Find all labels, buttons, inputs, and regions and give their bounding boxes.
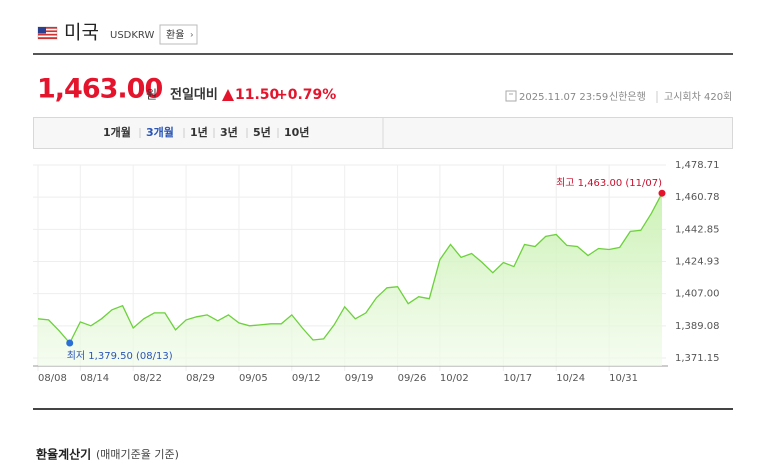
chevron: › (190, 31, 194, 41)
line (37, 192, 663, 345)
title: 미국 (64, 22, 99, 44)
button[interactable]: 환율 (166, 29, 184, 41)
tab[interactable]: 10년 (284, 125, 309, 139)
x-tick-label: 08/08 (38, 373, 67, 384)
clock-icon (505, 90, 517, 102)
price: 1,463.00 (37, 74, 162, 105)
y-tick-label: 1,389.08 (675, 321, 720, 332)
round: 고시회차 420회 (664, 91, 732, 103)
calc-title: 환율계산기 (36, 447, 91, 462)
x-tick-label: 10/31 (609, 373, 638, 384)
max-point (658, 189, 666, 197)
button-frame[interactable] (159, 24, 198, 45)
y-tick-label: 1,371.15 (675, 353, 720, 364)
x-tick-label: 10/17 (503, 373, 532, 384)
y-tick-label: 1,424.93 (675, 257, 720, 268)
tab[interactable]: 3개월 (146, 125, 174, 139)
y-tick-label: 1,407.00 (675, 289, 720, 300)
tab[interactable]: 3년 (220, 125, 238, 139)
area (38, 193, 662, 366)
y-tick-label: 1,478.71 (675, 160, 720, 171)
min-label: 최저 1,379.50 (08/13) (67, 350, 173, 362)
calc-note: (매매기준율 기준) (96, 448, 179, 461)
x-tick-label: 09/19 (345, 373, 374, 384)
unit: 원 (146, 88, 157, 102)
change: 11.50 (235, 87, 280, 103)
y-tick-label: 1,442.85 (675, 224, 720, 235)
x-tick-label: 08/29 (186, 373, 215, 384)
datetime: 2025.11.07 23:59 (519, 92, 608, 103)
x-tick-label: 10/24 (556, 373, 585, 384)
tab[interactable]: 1개월 (103, 125, 131, 139)
tab[interactable]: 1년 (190, 125, 208, 139)
y-tick-label: 1,460.78 (675, 192, 720, 203)
code: USDKRW (110, 30, 154, 41)
change-label: 전일대비 (170, 87, 218, 103)
x-tick-label: 08/14 (80, 373, 109, 384)
bank: 신한은행 (609, 91, 646, 103)
x-tick-label: 10/02 (440, 373, 469, 384)
x-tick-label: 09/26 (398, 373, 427, 384)
x-tick-label: 08/22 (133, 373, 162, 384)
up-icon (222, 89, 234, 101)
x-tick-label: 09/12 (292, 373, 321, 384)
x-tick-label: 09/05 (239, 373, 268, 384)
tab[interactable]: 5년 (253, 125, 271, 139)
flag (37, 26, 58, 40)
max-label: 최고 1,463.00 (11/07) (556, 177, 662, 189)
min-point (66, 339, 74, 347)
change-pct: +0.79% (276, 87, 336, 103)
